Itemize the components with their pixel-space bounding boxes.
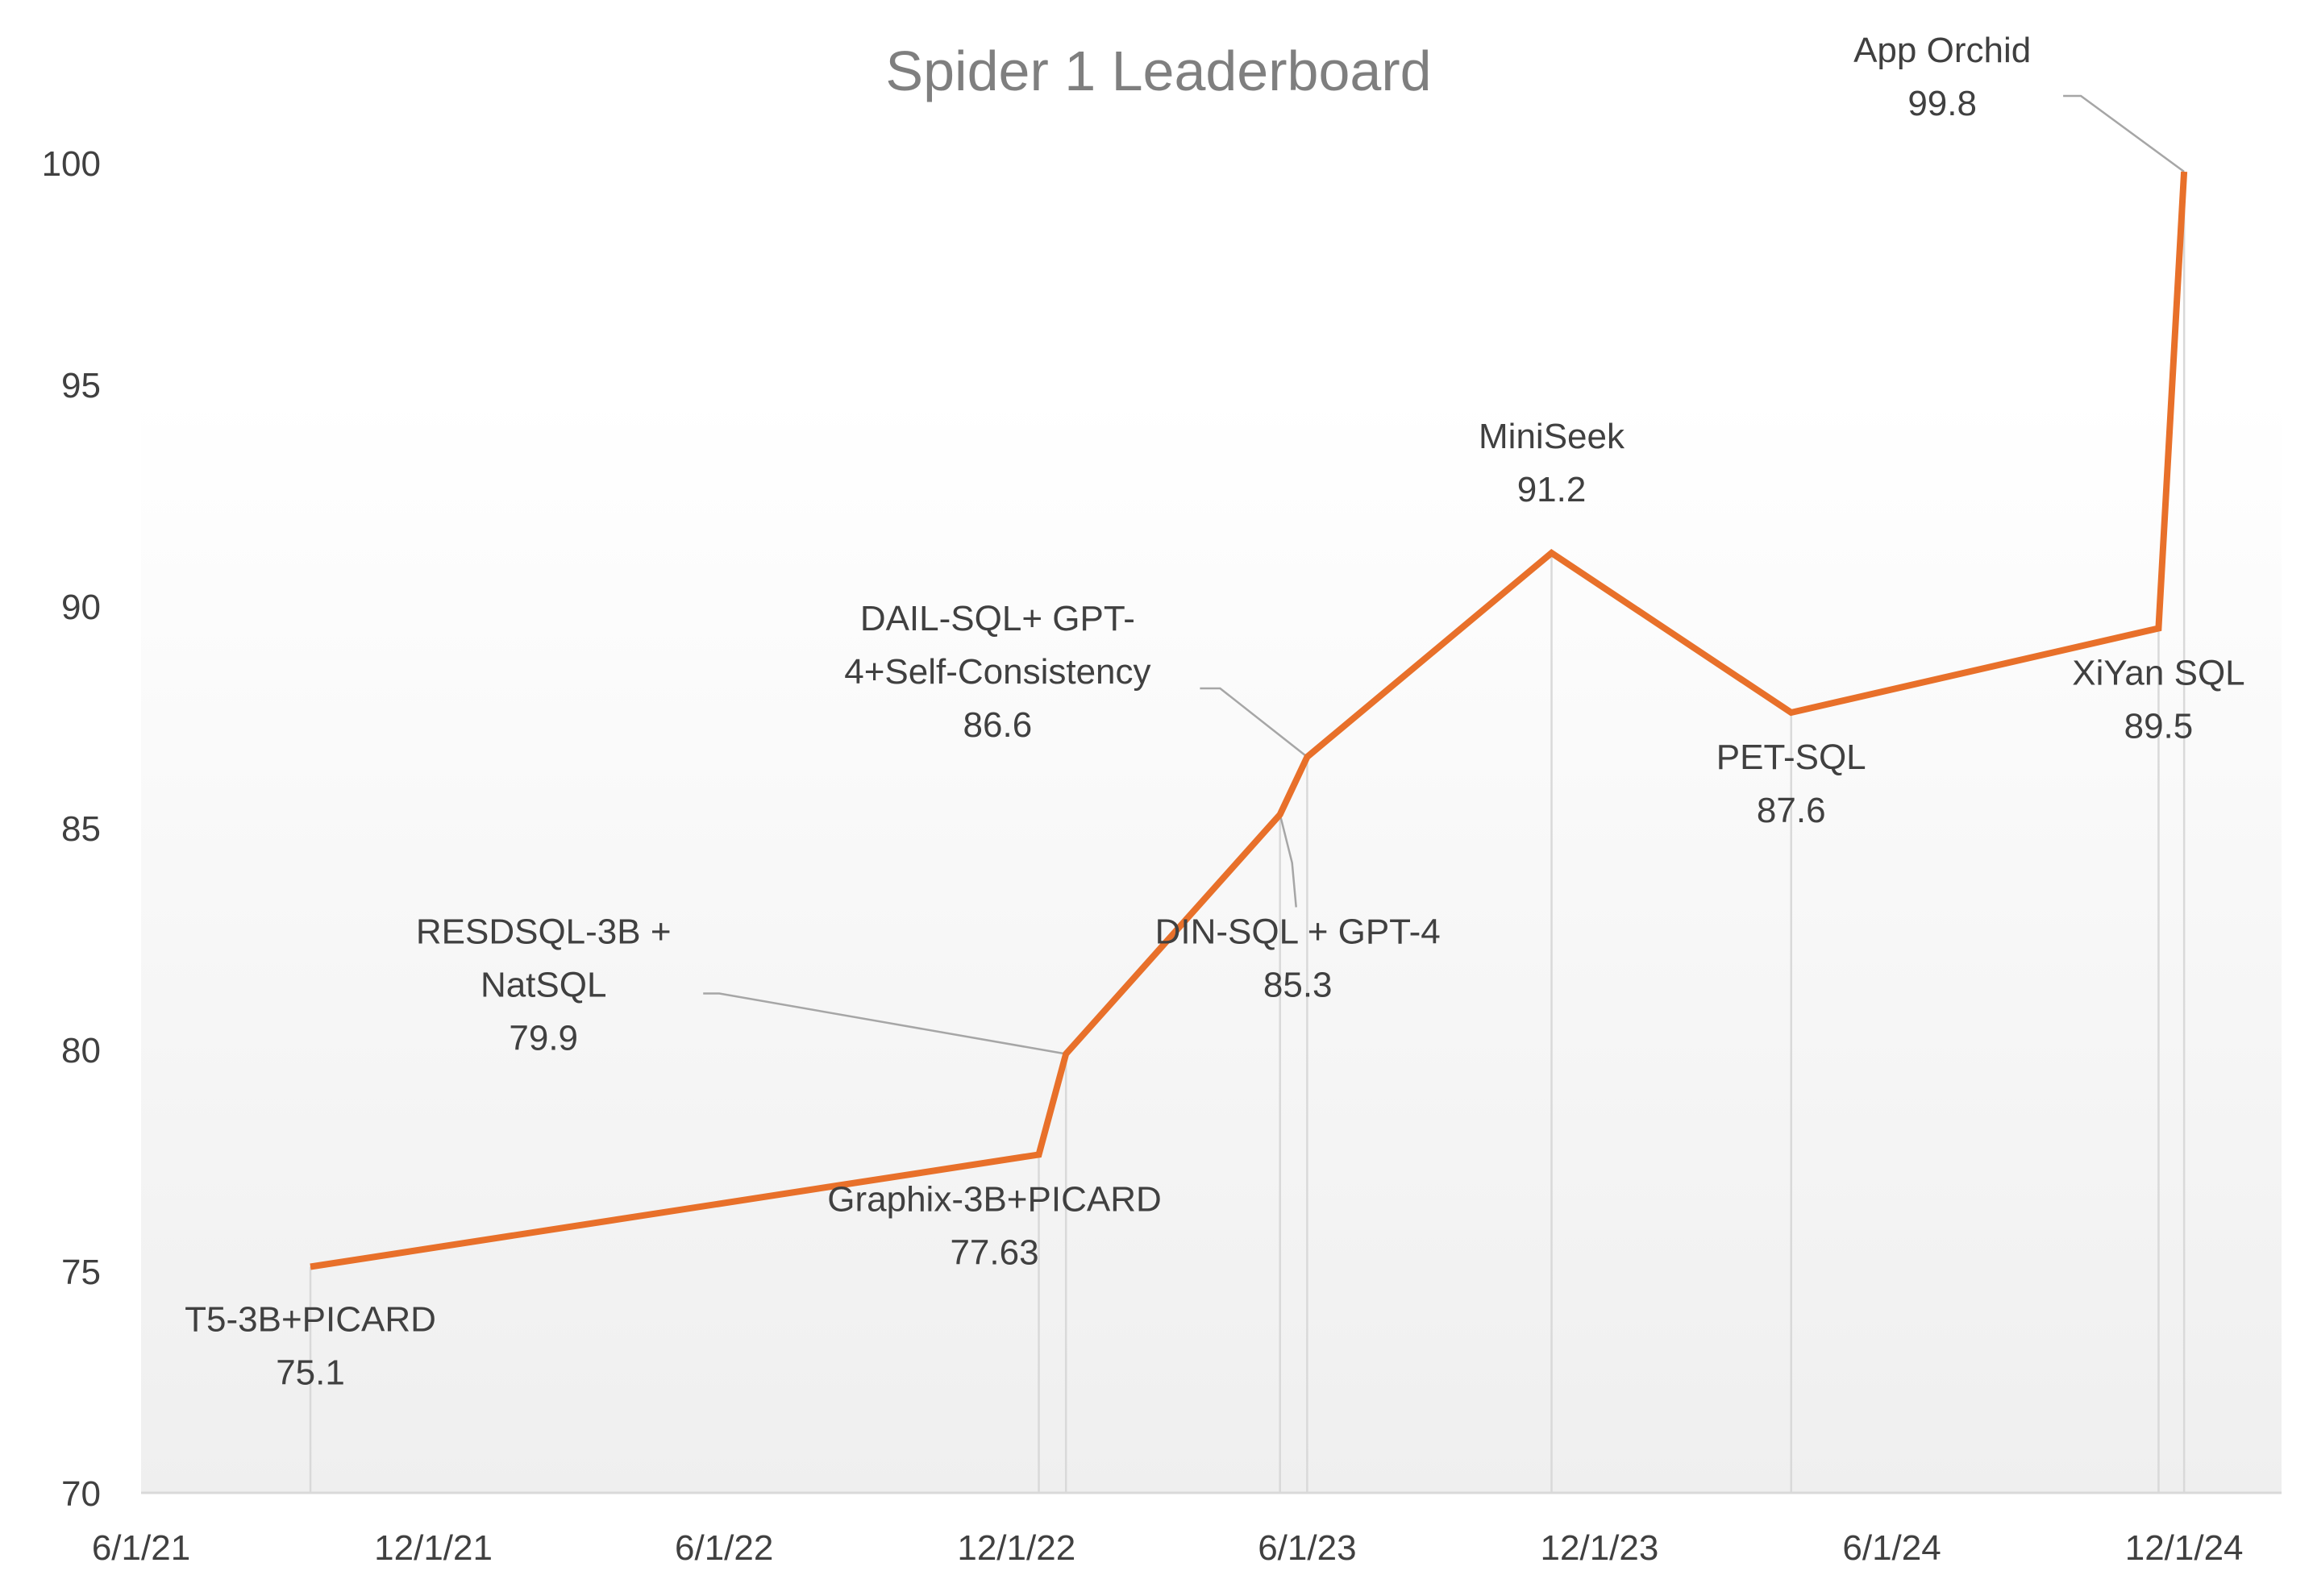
y-tick-label: 100 (42, 144, 101, 184)
data-label-name: DIN-SQL + GPT-4 (1155, 912, 1441, 952)
leader-line (1279, 814, 1297, 908)
data-point (1306, 756, 1308, 758)
data-label-value: 79.9 (509, 1019, 578, 1058)
data-label-name: App Orchid (1853, 31, 2031, 70)
x-tick-label: 12/1/24 (2125, 1528, 2244, 1568)
data-label-name: T5-3B+PICARD (185, 1300, 436, 1340)
data-point (1038, 1153, 1040, 1155)
data-point (1551, 552, 1553, 554)
data-label-value: 89.5 (2124, 707, 2194, 746)
data-label-pet-sql: PET-SQL 87.6 (1716, 738, 1866, 830)
data-label-miniseek: MiniSeek 91.2 (1479, 417, 1625, 509)
y-tick-label: 80 (61, 1031, 101, 1070)
data-label-value: 91.2 (1517, 470, 1587, 509)
x-tick-label: 6/1/23 (1258, 1528, 1356, 1568)
x-axis-ticks: 6/1/21 12/1/21 6/1/22 12/1/22 6/1/23 12/1/23 6… (92, 1528, 2244, 1568)
series-line (310, 171, 2188, 1270)
data-labels: T5-3B+PICARD 75.1 Graphix-3B+PICARD 77.63 RE… (185, 31, 2245, 1393)
leader-line (1200, 687, 1308, 758)
data-label-value: 75.1 (276, 1353, 345, 1393)
data-point (310, 1266, 311, 1268)
chart-title: Spider 1 Leaderboard (885, 39, 1431, 102)
data-label-t5-3b-picard: T5-3B+PICARD 75.1 (185, 1300, 436, 1393)
y-tick-label: 85 (61, 809, 101, 849)
data-label-name: XiYan SQL (2072, 654, 2244, 693)
data-point (2183, 171, 2185, 172)
data-label-dail-sql-gpt-4-self-consistency: DAIL-SQL+ GPT- 4+Self-Consistency 86.6 (844, 599, 1150, 745)
data-label-name: RESDSQL-3B + (416, 912, 672, 952)
data-point (1791, 712, 1792, 713)
data-point (1065, 1054, 1067, 1055)
data-label-app-orchid: App Orchid 99.8 (1853, 31, 2031, 123)
plot-area (141, 395, 2282, 1493)
y-tick-label: 95 (61, 366, 101, 405)
data-label-resdsql-3b-natsql: RESDSQL-3B + NatSQL 79.9 (416, 912, 672, 1058)
data-label-name: 4+Self-Consistency (844, 652, 1150, 692)
data-label-xiyan-sql: XiYan SQL 89.5 (2072, 654, 2244, 746)
data-label-name: NatSQL (480, 966, 607, 1005)
y-tick-label: 90 (61, 588, 101, 627)
leader-line (2063, 94, 2185, 173)
x-tick-label: 6/1/21 (92, 1528, 190, 1568)
data-label-name: Graphix-3B+PICARD (827, 1179, 1161, 1219)
data-label-name: DAIL-SQL+ GPT- (860, 599, 1135, 638)
x-tick-label: 12/1/22 (957, 1528, 1075, 1568)
data-label-value: 86.6 (963, 705, 1033, 745)
data-label-value: 77.63 (950, 1232, 1038, 1272)
leader-lines (703, 94, 2185, 1055)
data-label-name: MiniSeek (1479, 417, 1625, 456)
x-tick-label: 12/1/23 (1541, 1528, 1659, 1568)
x-tick-label: 12/1/21 (374, 1528, 493, 1568)
x-tick-label: 6/1/22 (675, 1528, 773, 1568)
drop-lines (309, 172, 2186, 1493)
data-label-graphix-3b-picard: Graphix-3B+PICARD 77.63 (827, 1179, 1161, 1272)
data-point (2157, 628, 2159, 630)
data-label-din-sql-gpt-4: DIN-SQL + GPT-4 85.3 (1155, 912, 1441, 1005)
data-label-value: 85.3 (1263, 966, 1333, 1005)
leader-line (703, 992, 1067, 1055)
y-axis-ticks: 70 75 80 85 90 95 100 (42, 144, 101, 1514)
data-label-value: 99.8 (1907, 84, 1977, 123)
data-label-value: 87.6 (1757, 791, 1826, 830)
y-tick-label: 70 (61, 1474, 101, 1514)
series-line-path (310, 171, 2188, 1270)
y-tick-label: 75 (61, 1253, 101, 1292)
data-label-name: PET-SQL (1716, 738, 1866, 777)
data-point (1279, 814, 1281, 816)
x-tick-label: 6/1/24 (1842, 1528, 1941, 1568)
